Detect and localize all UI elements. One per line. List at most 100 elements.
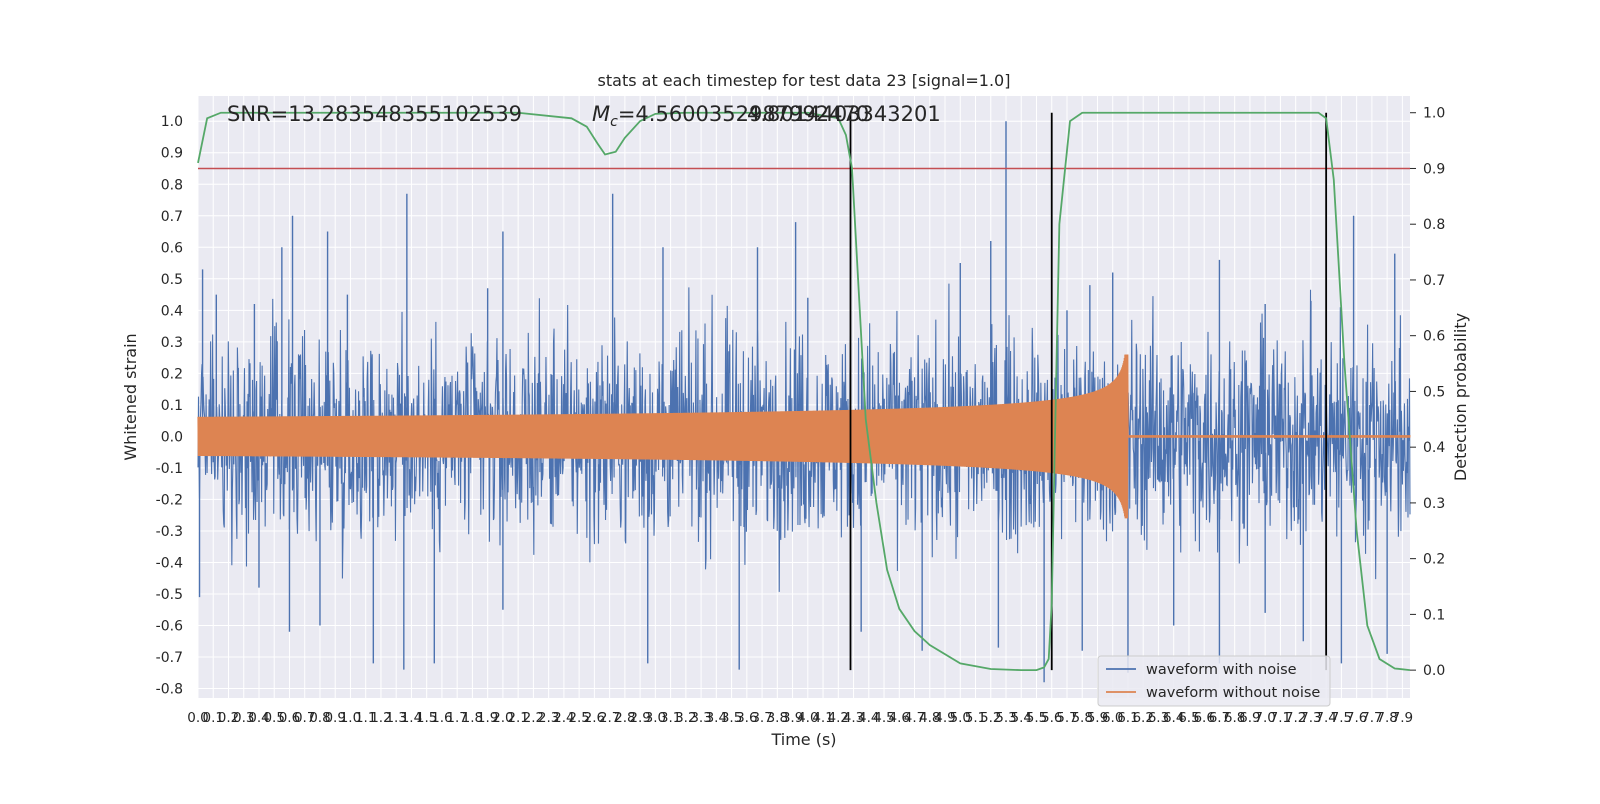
- y-tick-label: -0.3: [156, 524, 183, 540]
- x-tick-label: 3.3: [690, 710, 711, 726]
- y-tick-label: 0.5: [161, 272, 183, 288]
- x-tick-label: 0.8: [309, 710, 330, 726]
- noise-series-layer: [197, 121, 1411, 683]
- series-line-waveform-without-noise: [197, 354, 1411, 519]
- y-tick-label: 0.0: [161, 429, 183, 445]
- x-tick-label: 2.6: [584, 710, 605, 726]
- y2-tick-label: 0.2: [1423, 552, 1445, 568]
- x-tick-label: 6.3: [1148, 710, 1169, 726]
- x-tick-label: 3.6: [736, 710, 757, 726]
- y2-tick-label: 0.3: [1423, 496, 1445, 512]
- y2-tick-label: 0.0: [1423, 663, 1445, 679]
- x-tick-label: 6.4: [1163, 710, 1184, 726]
- x-tick-label: 0.1: [203, 710, 224, 726]
- x-tick-label: 7.0: [1254, 710, 1275, 726]
- legend-label-noise: waveform with noise: [1146, 662, 1297, 678]
- x-tick-label: 2.7: [599, 710, 620, 726]
- x-tick-label: 4.1: [812, 710, 833, 726]
- x-tick-label: 7.1: [1270, 710, 1291, 726]
- x-tick-label: 4.4: [858, 710, 879, 726]
- x-tick-label: 6.0: [1102, 710, 1123, 726]
- x-tick-label: 7.2: [1285, 710, 1306, 726]
- y-tick-label: 0.4: [161, 303, 183, 319]
- x-tick-label: 2.2: [523, 710, 544, 726]
- x-tick-label: 3.5: [721, 710, 742, 726]
- chirp-mass-annotation: Mc=4.5600352987992470: [592, 102, 869, 130]
- x-tick-label: 2.4: [553, 710, 574, 726]
- y-axis-label: Whitened strain: [121, 333, 140, 460]
- x-tick-label: 0.7: [294, 710, 315, 726]
- x-tick-label: 1.3: [385, 710, 406, 726]
- x-tick-label: 6.2: [1132, 710, 1153, 726]
- x-tick-label: 4.2: [828, 710, 849, 726]
- x-tick-label: 1.1: [355, 710, 376, 726]
- y-tick-label: 1.0: [161, 114, 183, 130]
- y-tick-label: -0.6: [156, 619, 183, 635]
- series-line-detection-probability: [197, 111, 1411, 672]
- legend-box: [1097, 655, 1331, 707]
- x-tick-label: 6.7: [1209, 710, 1230, 726]
- x-tick-label: 6.8: [1224, 710, 1245, 726]
- x-tick-label: 4.7: [904, 710, 925, 726]
- y-tick-label: -0.7: [156, 650, 183, 666]
- x-tick-label: 0.0: [187, 710, 208, 726]
- y2-tick-label: 0.7: [1423, 273, 1445, 289]
- x-tick-label: 7.8: [1376, 710, 1397, 726]
- x-tick-label: 7.6: [1346, 710, 1367, 726]
- x-tick-label: 1.2: [370, 710, 391, 726]
- x-tick-label: 7.5: [1331, 710, 1352, 726]
- x-tick-label: 2.0: [492, 710, 513, 726]
- y-tick-label: -0.2: [156, 492, 183, 508]
- y-tick-label: -0.4: [156, 555, 183, 571]
- x-tick-label: 4.9: [934, 710, 955, 726]
- x-tick-label: 2.5: [568, 710, 589, 726]
- snr-annotation: SNR=13.283548355102539: [227, 102, 522, 126]
- x-tick-label: 5.5: [1026, 710, 1047, 726]
- x-tick-label: 1.9: [477, 710, 498, 726]
- x-tick-label: 5.4: [1011, 710, 1032, 726]
- x-tick-labels: 0.00.10.20.30.40.50.60.70.80.91.01.11.21…: [187, 710, 1413, 726]
- y-tick-label: 0.3: [161, 335, 183, 351]
- x-tick-label: 2.1: [507, 710, 528, 726]
- legend-label-clean: waveform without noise: [1146, 685, 1320, 701]
- x-tick-label: 1.6: [431, 710, 452, 726]
- x-tick-label: 0.4: [248, 710, 269, 726]
- x-tick-label: 1.7: [446, 710, 467, 726]
- x-tick-label: 5.3: [995, 710, 1016, 726]
- y2-tick-labels: 0.0 0.1 0.2 0.3 0.4 0.5 0.6 0.7 0.8 0.9 1.0: [1410, 106, 1445, 679]
- x-tick-label: 6.9: [1239, 710, 1260, 726]
- x-tick-label: 6.1: [1117, 710, 1138, 726]
- x-tick-label: 0.3: [233, 710, 254, 726]
- chart-title: stats at each timestep for test data 23 …: [598, 71, 1011, 90]
- x-tick-label: 4.3: [843, 710, 864, 726]
- x-tick-label: 3.8: [767, 710, 788, 726]
- x-tick-label: 3.1: [660, 710, 681, 726]
- chirp-mass-subscript: c: [610, 114, 618, 130]
- y2-tick-label: 0.5: [1423, 384, 1445, 400]
- x-tick-label: 1.5: [416, 710, 437, 726]
- y2-tick-label: 1.0: [1423, 106, 1445, 122]
- x-tick-label: 0.2: [218, 710, 239, 726]
- y2-tick-label: 0.9: [1423, 161, 1445, 177]
- x-tick-label: 3.4: [706, 710, 727, 726]
- y2-tick-label: 0.1: [1423, 607, 1445, 623]
- x-tick-label: 1.4: [401, 710, 422, 726]
- y-tick-label: 0.9: [161, 146, 183, 162]
- x-tick-label: 5.8: [1071, 710, 1092, 726]
- y-tick-label: -0.8: [156, 682, 183, 698]
- x-tick-label: 1.0: [340, 710, 361, 726]
- x-tick-label: 3.2: [675, 710, 696, 726]
- x-tick-label: 2.9: [629, 710, 650, 726]
- y2-tick-label: 0.8: [1423, 217, 1445, 233]
- y2-tick-label: 0.4: [1423, 440, 1445, 456]
- y2-axis-label: Detection probability: [1451, 313, 1470, 481]
- y-tick-label: 0.7: [161, 209, 183, 225]
- x-tick-label: 7.3: [1300, 710, 1321, 726]
- y-tick-label: -0.1: [156, 461, 183, 477]
- x-tick-label: 4.0: [797, 710, 818, 726]
- y-tick-label: 0.6: [161, 240, 183, 256]
- x-tick-label: 3.9: [782, 710, 803, 726]
- x-tick-label: 7.7: [1361, 710, 1382, 726]
